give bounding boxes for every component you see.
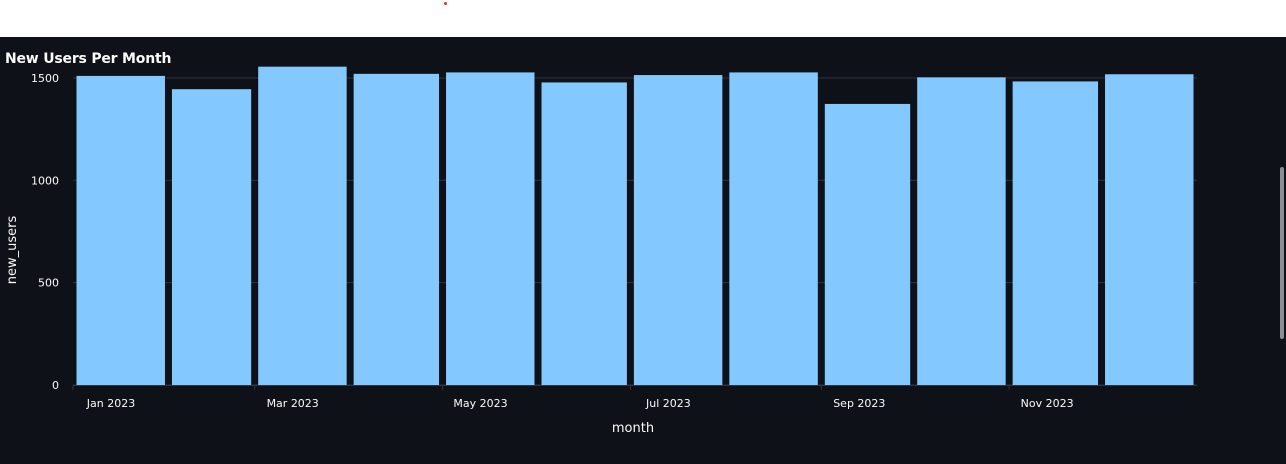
y-tick-label: 1000 — [31, 174, 59, 187]
bar-2023-12[interactable] — [1105, 74, 1194, 385]
bars — [76, 66, 1194, 386]
bar-2023-01[interactable] — [76, 75, 165, 386]
bar-2023-05[interactable] — [446, 72, 535, 385]
bar-2023-08[interactable] — [729, 72, 818, 385]
y-axis-ticks: 0 500 1000 1500 — [31, 72, 59, 392]
x-tick-label: Nov 2023 — [1021, 397, 1074, 410]
vertical-scrollbar[interactable] — [1280, 167, 1284, 339]
x-axis-title: month — [612, 421, 654, 436]
chart-panel: 0 500 1000 1500 Jan 2023 Mar 2023 May 2023 Jul… — [0, 37, 1286, 464]
y-tick-label: 0 — [52, 379, 59, 392]
bar-2023-10[interactable] — [917, 77, 1006, 385]
x-tick-label: May 2023 — [453, 397, 507, 410]
bar-2023-11[interactable] — [1012, 81, 1099, 385]
y-axis-title: new_users — [5, 216, 20, 285]
x-tick-label: Jul 2023 — [645, 397, 691, 410]
bar-2023-06[interactable] — [541, 82, 627, 385]
y-tick-label: 500 — [38, 277, 59, 290]
x-tick-label: Mar 2023 — [267, 397, 319, 410]
bar-2023-07[interactable] — [633, 75, 723, 386]
bar-chart: 0 500 1000 1500 Jan 2023 Mar 2023 May 2023 Jul… — [5, 66, 1197, 436]
chart-title: New Users Per Month — [5, 51, 172, 67]
x-tick-label: Jan 2023 — [86, 397, 135, 410]
bar-2023-09[interactable] — [824, 103, 911, 386]
bar-2023-03[interactable] — [258, 66, 347, 386]
running-indicator-icon — [444, 2, 447, 5]
y-tick-label: 1500 — [31, 72, 59, 85]
bar-2023-02[interactable] — [171, 89, 252, 385]
bar-2023-04[interactable] — [353, 73, 440, 386]
app-header-strip — [0, 0, 1286, 37]
x-tick-label: Sep 2023 — [833, 397, 885, 410]
x-axis-ticks: Jan 2023 Mar 2023 May 2023 Jul 2023 Sep 2023… — [72, 385, 1197, 410]
